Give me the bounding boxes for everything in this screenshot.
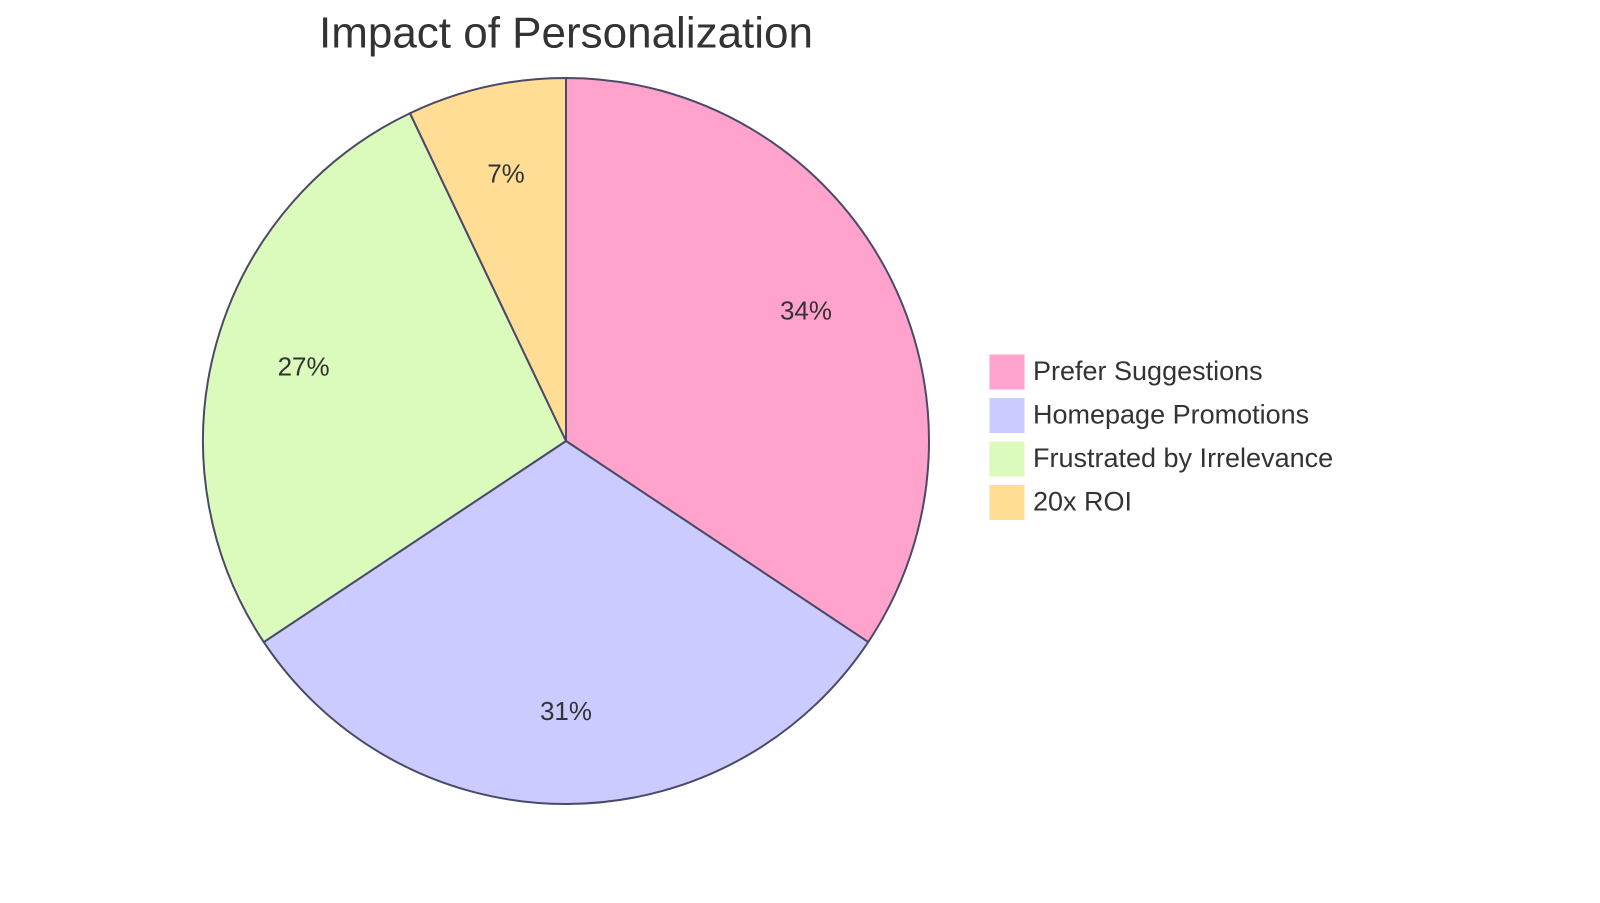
legend-swatch: [988, 484, 1026, 521]
legend-swatch: [988, 440, 1026, 478]
slice-label: 34%: [780, 295, 832, 325]
pie-slice: [262, 439, 870, 805]
pie-slice: [202, 111, 568, 644]
legend-label: 20x ROI: [1033, 487, 1132, 517]
slice-label: 27%: [278, 351, 330, 381]
legend-swatch: [988, 353, 1026, 391]
chart-title: Impact of Personalization: [319, 9, 813, 58]
legend-label: Homepage Promotions: [1033, 400, 1309, 430]
pie-slice: [408, 76, 567, 442]
slice-label: 7%: [487, 158, 525, 188]
legend-swatch: [988, 397, 1026, 434]
legend-label: Frustrated by Irrelevance: [1033, 443, 1333, 473]
slice-label: 31%: [540, 696, 592, 726]
legend-label: Prefer Suggestions: [1033, 356, 1263, 386]
